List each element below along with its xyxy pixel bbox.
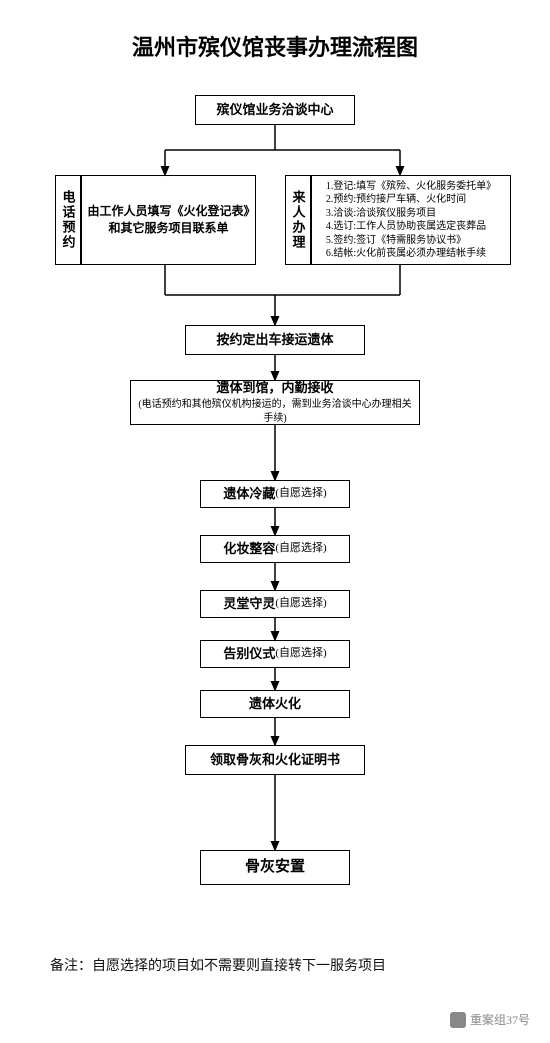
watermark: 重案组37号 xyxy=(450,1011,530,1028)
node-collect-text: 领取骨灰和火化证明书 xyxy=(210,751,340,769)
node-makeup: 化妆整容 (自愿选择) xyxy=(200,535,350,563)
label-phone: 电话预约 xyxy=(55,175,81,265)
inperson-list: 1.登记:填写《殡殓、火化服务委托单》 2.预约:预约接尸车辆、火化时间 3.洽… xyxy=(322,178,500,263)
label-inperson: 来人办理 xyxy=(285,175,311,265)
node-wake: 灵堂守灵 (自愿选择) xyxy=(200,590,350,618)
node-place-text: 骨灰安置 xyxy=(245,857,305,878)
arrows-layer xyxy=(0,0,550,1043)
node-cold-text: 遗体冷藏 xyxy=(223,485,275,503)
page-title: 温州市殡仪馆丧事办理流程图 xyxy=(0,30,550,62)
label-inperson-text: 来人办理 xyxy=(289,190,308,250)
watermark-text: 重案组37号 xyxy=(470,1011,530,1028)
node-cremate: 遗体火化 xyxy=(200,690,350,718)
list-item: 5.签约:签订《特需服务协议书》 xyxy=(326,234,496,248)
node-arrive-sub: (电话预约和其他殡仪机构接运的，需到业务洽谈中心办理相关手续) xyxy=(135,398,415,426)
node-cold: 遗体冷藏 (自愿选择) xyxy=(200,480,350,508)
node-inperson: 1.登记:填写《殡殓、火化服务委托单》 2.预约:预约接尸车辆、火化时间 3.洽… xyxy=(311,175,511,265)
opt-suffix: (自愿选择) xyxy=(275,596,326,611)
node-phone: 由工作人员填写《火化登记表》和其它服务项目联系单 xyxy=(81,175,256,265)
opt-suffix: (自愿选择) xyxy=(275,541,326,556)
list-item: 3.洽谈:洽谈殡仪服务项目 xyxy=(326,207,496,221)
list-item: 4.选订:工作人员协助丧属选定丧葬品 xyxy=(326,220,496,234)
node-collect: 领取骨灰和火化证明书 xyxy=(185,745,365,775)
opt-suffix: (自愿选择) xyxy=(275,486,326,501)
node-farewell-text: 告别仪式 xyxy=(223,645,275,663)
node-arrive: 遗体到馆，内勤接收 (电话预约和其他殡仪机构接运的，需到业务洽谈中心办理相关手续… xyxy=(130,380,420,425)
list-item: 6.结帐:火化前丧属必须办理结帐手续 xyxy=(326,247,496,261)
list-item: 1.登记:填写《殡殓、火化服务委托单》 xyxy=(326,180,496,194)
list-item: 2.预约:预约接尸车辆、火化时间 xyxy=(326,193,496,207)
opt-suffix: (自愿选择) xyxy=(275,646,326,661)
wechat-icon xyxy=(450,1012,466,1028)
node-phone-text: 由工作人员填写《火化登记表》和其它服务项目联系单 xyxy=(86,203,251,237)
node-transport: 按约定出车接运遗体 xyxy=(185,325,365,355)
flowchart-page: 温州市殡仪馆丧事办理流程图 殡仪馆业务洽谈中心 电话预约 由工作人员填写《火化登… xyxy=(0,0,550,1043)
node-center-label: 殡仪馆业务洽谈中心 xyxy=(216,101,333,119)
node-arrive-main: 遗体到馆，内勤接收 xyxy=(216,379,333,397)
node-wake-text: 灵堂守灵 xyxy=(223,595,275,613)
node-farewell: 告别仪式 (自愿选择) xyxy=(200,640,350,668)
label-phone-text: 电话预约 xyxy=(59,190,78,250)
node-makeup-text: 化妆整容 xyxy=(223,540,275,558)
node-cremate-text: 遗体火化 xyxy=(249,695,301,713)
node-transport-text: 按约定出车接运遗体 xyxy=(216,331,333,349)
node-place: 骨灰安置 xyxy=(200,850,350,885)
node-center: 殡仪馆业务洽谈中心 xyxy=(195,95,355,125)
footnote: 备注：自愿选择的项目如不需要则直接转下一服务项目 xyxy=(50,955,386,975)
